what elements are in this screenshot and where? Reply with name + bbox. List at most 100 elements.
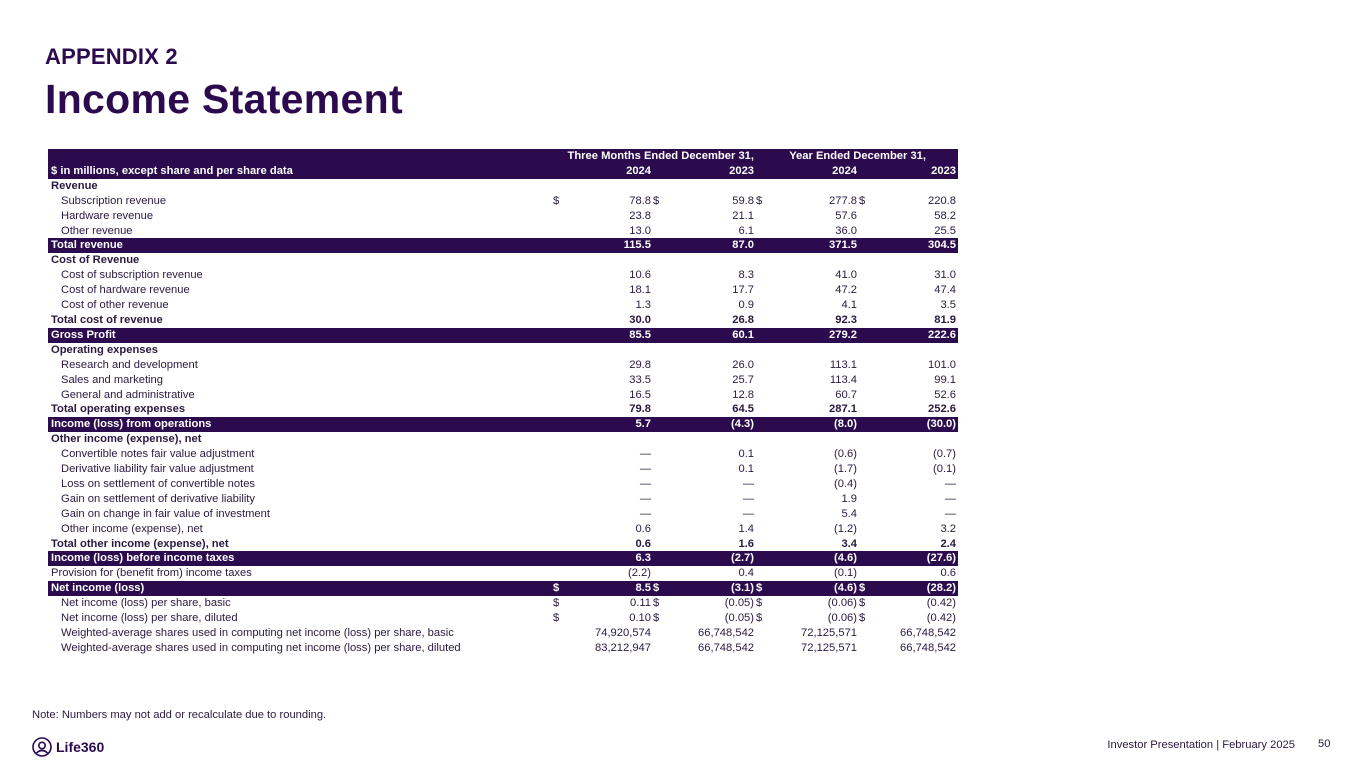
currency-symbol bbox=[553, 537, 565, 552]
row-label: General and administrative bbox=[61, 388, 195, 401]
currency-symbol bbox=[859, 522, 871, 537]
header-year-fy-2024: 2024 bbox=[768, 163, 860, 179]
row-value: (0.1) bbox=[834, 567, 858, 580]
currency-symbol bbox=[756, 462, 768, 477]
row-value: 279.2 bbox=[768, 327, 860, 343]
row-value: 10.6 bbox=[629, 269, 651, 282]
currency-symbol bbox=[859, 537, 871, 552]
row-value: 47.4 bbox=[934, 284, 957, 297]
row-value: 1.6 bbox=[738, 537, 755, 550]
row-label: Net income (loss) per share, diluted bbox=[61, 612, 238, 625]
row-value: 304.5 bbox=[871, 238, 959, 254]
rounding-note: Note: Numbers may not add or recalculate… bbox=[32, 709, 327, 721]
currency-symbol bbox=[756, 388, 768, 403]
row-value bbox=[565, 253, 653, 268]
currency-symbol bbox=[756, 402, 768, 417]
row-value: 17.7 bbox=[732, 284, 755, 297]
currency-symbol bbox=[553, 373, 565, 388]
row-value: 23.8 bbox=[629, 209, 651, 222]
table-row: Weighted-average shares used in computin… bbox=[48, 641, 958, 656]
currency-symbol bbox=[553, 327, 565, 343]
currency-symbol bbox=[653, 388, 665, 403]
row-value: 74,920,574 bbox=[595, 627, 651, 639]
table-row: Total operating expenses 79.8 64.5 287.1 252… bbox=[48, 402, 958, 417]
row-value: (0.06) bbox=[827, 597, 858, 610]
table-row: Gross Profit 85.5 60.1 279.2 222.6 bbox=[48, 327, 959, 343]
row-value: — bbox=[639, 477, 651, 490]
table-row: Income (loss) before income taxes 6.3 (2.7… bbox=[48, 551, 959, 567]
row-value: 0.6 bbox=[635, 522, 651, 535]
currency-symbol bbox=[553, 551, 565, 567]
currency-symbol bbox=[653, 373, 665, 388]
row-label: Total cost of revenue bbox=[51, 313, 163, 326]
header-year-q-2024: 2024 bbox=[565, 163, 653, 179]
row-value: (0.06) bbox=[827, 612, 858, 625]
currency-symbol bbox=[859, 209, 871, 224]
table-row: Gain on settlement of derivative liabili… bbox=[48, 492, 958, 507]
page-title: Income Statement bbox=[45, 76, 403, 122]
row-value: 13.0 bbox=[629, 224, 651, 237]
row-value: 287.1 bbox=[829, 403, 858, 416]
row-value: — bbox=[944, 492, 957, 505]
table-row: Cost of hardware revenue 18.1 17.7 47.2 47.4 bbox=[48, 283, 958, 298]
currency-symbol: $ bbox=[859, 581, 872, 597]
currency-symbol bbox=[553, 566, 565, 581]
row-value bbox=[665, 179, 756, 194]
row-label: Gross Profit bbox=[48, 327, 553, 343]
row-value: 0.6 bbox=[635, 537, 651, 550]
currency-symbol bbox=[756, 343, 768, 358]
currency-symbol bbox=[756, 253, 768, 268]
currency-symbol bbox=[756, 641, 768, 656]
row-label: Net income (loss) per share, basic bbox=[61, 597, 231, 610]
currency-symbol bbox=[553, 641, 565, 656]
currency-symbol bbox=[859, 388, 871, 403]
row-value: 8.3 bbox=[738, 269, 755, 282]
row-value: 60.7 bbox=[835, 388, 858, 401]
life360-logo-icon bbox=[32, 737, 52, 757]
row-label: Cost of subscription revenue bbox=[61, 269, 203, 282]
currency-symbol bbox=[756, 298, 768, 313]
row-label: Cost of other revenue bbox=[61, 299, 169, 312]
currency-symbol bbox=[756, 209, 768, 224]
row-label: Other income (expense), net bbox=[51, 433, 202, 446]
table-row: Total other income (expense), net 0.6 1.6 3… bbox=[48, 537, 958, 552]
row-label: Total revenue bbox=[48, 238, 553, 254]
currency-symbol: $ bbox=[653, 581, 665, 597]
row-value bbox=[871, 343, 958, 358]
currency-symbol bbox=[553, 492, 565, 507]
currency-symbol bbox=[756, 179, 768, 194]
table-header-group-row: Three Months Ended December 31, Year End… bbox=[48, 149, 959, 164]
row-value: (0.42) bbox=[926, 612, 957, 625]
currency-symbol bbox=[553, 626, 565, 641]
currency-symbol bbox=[859, 477, 871, 492]
currency-symbol: $ bbox=[756, 597, 763, 610]
page-number: 50 bbox=[1318, 738, 1331, 750]
row-value: 0.1 bbox=[738, 448, 755, 461]
row-value: 16.5 bbox=[629, 388, 651, 401]
row-value: 31.0 bbox=[934, 269, 957, 282]
currency-symbol bbox=[653, 626, 665, 641]
currency-symbol: $ bbox=[859, 597, 866, 610]
row-value: 113.4 bbox=[829, 373, 858, 386]
row-value bbox=[871, 179, 958, 194]
currency-symbol bbox=[553, 432, 565, 447]
currency-symbol bbox=[859, 283, 871, 298]
currency-symbol bbox=[653, 447, 665, 462]
currency-symbol bbox=[859, 327, 872, 343]
currency-symbol bbox=[553, 224, 565, 239]
row-label: Gain on change in fair value of investme… bbox=[61, 507, 270, 520]
currency-symbol bbox=[859, 358, 871, 373]
currency-symbol bbox=[553, 283, 565, 298]
currency-symbol bbox=[553, 462, 565, 477]
currency-symbol bbox=[859, 313, 871, 328]
currency-symbol bbox=[653, 327, 665, 343]
currency-symbol bbox=[859, 641, 871, 656]
currency-symbol: $ bbox=[653, 194, 660, 207]
row-value: 87.0 bbox=[665, 238, 757, 254]
currency-symbol bbox=[756, 522, 768, 537]
row-value: (28.2) bbox=[871, 581, 959, 597]
table-row: Other income (expense), net bbox=[48, 432, 958, 447]
row-value bbox=[871, 253, 958, 268]
row-value: (1.2) bbox=[834, 522, 858, 535]
row-value: 252.6 bbox=[928, 403, 957, 416]
